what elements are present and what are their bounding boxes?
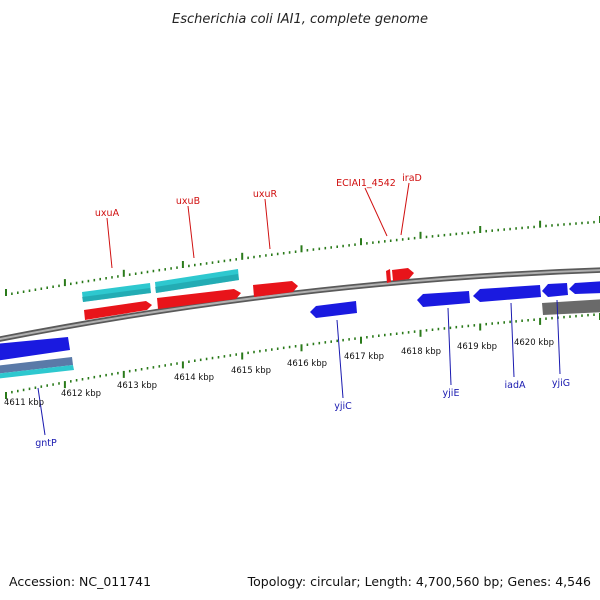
gene-label-uxuR: uxuR bbox=[253, 189, 278, 200]
kbp-label: 4614 kbp bbox=[174, 373, 214, 383]
gene-arrow-yjiC[interactable] bbox=[310, 301, 357, 318]
kbp-label: 4618 kbp bbox=[401, 347, 441, 357]
gene-label-gntP: gntP bbox=[35, 438, 57, 449]
operon-bar bbox=[155, 274, 239, 293]
gene-arrow-iadA[interactable] bbox=[473, 285, 541, 302]
operon-bar bbox=[82, 288, 151, 302]
genome-summary-text: Topology: circular; Length: 4,700,560 bp… bbox=[247, 574, 591, 589]
map-title: Escherichia coli IAI1, complete genome bbox=[172, 12, 428, 27]
gene-label-ECIAI1_4542: ECIAI1_4542 bbox=[336, 178, 396, 189]
gene-arrow-ECIAI1_4542[interactable] bbox=[386, 269, 391, 283]
operon-bar bbox=[0, 365, 74, 379]
gene-label-yjiG: yjiG bbox=[552, 378, 570, 389]
reverse-gene-track bbox=[0, 281, 600, 361]
gene-arrow-yjiE[interactable] bbox=[417, 291, 470, 307]
kbp-scale-labels: 4611 kbp 4612 kbp 4613 kbp 4614 kbp 4615… bbox=[4, 338, 554, 408]
gene-arrow-unlabeled[interactable] bbox=[569, 281, 600, 294]
gene-arrow-iraD[interactable] bbox=[392, 268, 414, 281]
gene-label-uxuA: uxuA bbox=[95, 208, 120, 219]
kbp-label: 4615 kbp bbox=[231, 366, 271, 376]
gene-arrow-yjiG[interactable] bbox=[542, 283, 568, 297]
operon-bar bbox=[542, 299, 600, 315]
forward-gene-labels: uxuA uxuB uxuR ECIAI1_4542 iraD bbox=[95, 173, 422, 269]
kbp-label: 4616 kbp bbox=[287, 359, 327, 369]
gene-arrow-uxuA[interactable] bbox=[84, 301, 152, 320]
kbp-label: 4620 kbp bbox=[514, 338, 554, 348]
kbp-label: 4612 kbp bbox=[61, 389, 101, 399]
gene-arrow-uxuB[interactable] bbox=[157, 289, 241, 309]
reverse-gene-labels: gntP yjiC yjiE iadA yjiG bbox=[35, 299, 570, 449]
operon-bar bbox=[0, 357, 73, 374]
forward-gene-track bbox=[84, 268, 414, 320]
gene-label-iraD: iraD bbox=[402, 173, 422, 184]
inner-tick-track bbox=[5, 313, 600, 399]
kbp-label: 4617 kbp bbox=[344, 352, 384, 362]
gene-label-iadA: iadA bbox=[505, 380, 526, 391]
gene-label-yjiC: yjiC bbox=[334, 401, 352, 412]
kbp-label: 4619 kbp bbox=[457, 342, 497, 352]
reverse-operon-track bbox=[0, 299, 600, 379]
outer-tick-track bbox=[5, 216, 600, 296]
genome-backbone bbox=[0, 267, 600, 342]
gene-label-uxuB: uxuB bbox=[176, 196, 200, 207]
gene-label-yjiE: yjiE bbox=[443, 388, 460, 399]
kbp-label: 4611 kbp bbox=[4, 398, 44, 408]
kbp-label: 4613 kbp bbox=[117, 381, 157, 391]
accession-text: Accession: NC_011741 bbox=[9, 574, 151, 589]
gene-arrow-uxuR[interactable] bbox=[253, 281, 298, 297]
gene-arrow-gntP[interactable] bbox=[0, 337, 70, 361]
forward-operon-track bbox=[82, 269, 239, 302]
